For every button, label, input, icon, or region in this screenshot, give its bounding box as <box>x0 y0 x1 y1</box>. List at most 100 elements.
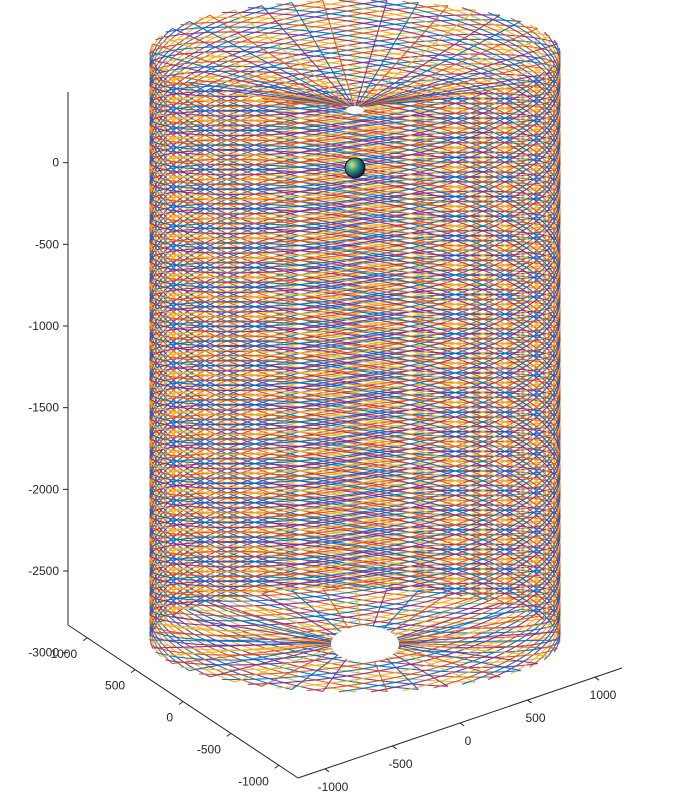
marker-layer <box>344 157 366 179</box>
x-tick-label: -1000 <box>318 780 349 794</box>
top-bundle-line <box>345 51 561 111</box>
y-tick <box>178 701 184 705</box>
top-bundle-line <box>347 20 522 113</box>
helix-strand <box>149 3 561 617</box>
y-tick-label: -500 <box>197 742 221 756</box>
helix-strand <box>149 3 561 593</box>
helix-strand <box>149 9 561 624</box>
top-bundle-line <box>159 35 364 112</box>
helix-strand <box>149 17 561 607</box>
helix-strand <box>149 71 561 661</box>
bottom-bundle-line-hole <box>331 626 399 662</box>
helix-strand <box>149 90 561 681</box>
z-tick-label: 0 <box>52 156 59 170</box>
z-tick-label: -3000 <box>28 646 59 660</box>
top-bundle-line <box>188 20 363 113</box>
top-bundle-line <box>322 0 357 115</box>
helix-strand <box>149 1 561 615</box>
x-tick-label: 1000 <box>590 688 617 702</box>
helix-strand <box>149 39 561 629</box>
helix-strand <box>149 47 561 637</box>
helix-strand <box>149 31 561 646</box>
top-bundle-line <box>152 59 365 110</box>
y-tick-label: -1000 <box>238 774 269 788</box>
axes: 0 -500 -1000 -1500 -2000 -2500 -3000 -1000 -500 0… <box>28 92 623 794</box>
helix-strand <box>149 60 561 676</box>
top-bundle-line <box>152 43 365 112</box>
helix-strand <box>149 24 561 639</box>
helix-strand <box>149 99 561 689</box>
helix-strand <box>149 9 561 599</box>
helix-strand <box>149 55 561 645</box>
y-tick <box>130 669 136 674</box>
x-tick <box>392 745 397 750</box>
z-tick-label: -1000 <box>28 319 59 333</box>
x-tick <box>324 768 330 773</box>
helix-strand <box>149 53 561 668</box>
helix-strand <box>149 68 561 683</box>
top-bundle-line <box>172 27 364 113</box>
helix-strand <box>149 75 561 689</box>
helix-strands <box>149 0 561 693</box>
y-tick <box>274 764 280 769</box>
z-tick-label: -2000 <box>28 482 59 496</box>
x-tick-label: -500 <box>388 757 412 771</box>
top-bundle-line <box>351 2 419 115</box>
top-bundle-line <box>346 35 551 112</box>
top-bundle-line <box>209 14 362 114</box>
helix-strand <box>149 31 561 621</box>
helix-strand <box>149 97 561 687</box>
helix-strand <box>149 33 561 649</box>
helix-strand <box>149 0 561 605</box>
top-bundle-line <box>350 5 449 114</box>
helix-strand <box>149 11 561 602</box>
x-tick-label: 500 <box>525 711 545 725</box>
x-tick-label: 0 <box>465 734 472 748</box>
top-bundle-line-hole <box>346 106 364 114</box>
top-bundle-line <box>345 43 558 112</box>
top-bundle-line <box>291 2 359 115</box>
top-bundle-line <box>349 9 476 114</box>
sphere-marker <box>344 157 366 179</box>
helix-strand <box>149 0 561 612</box>
y-tick-label: 1000 <box>50 647 77 661</box>
helix-strand <box>149 0 561 602</box>
helix-strand <box>149 26 561 641</box>
helix-strand <box>149 24 561 614</box>
top-bundle-line <box>346 27 538 113</box>
x-tick <box>459 722 465 727</box>
helix-strand <box>149 70 561 685</box>
z-tick-label: -2500 <box>28 564 59 578</box>
helix-strand <box>149 11 561 627</box>
helix-strand <box>149 0 561 610</box>
helix-strand <box>149 7 561 597</box>
top-bundle-line <box>345 59 558 110</box>
helix-strand <box>149 1 561 595</box>
helix-strand <box>149 21 561 637</box>
helix-strand <box>149 88 561 678</box>
z-tick-label: -500 <box>35 237 59 251</box>
top-bundle-line <box>234 9 361 114</box>
top-bundle-line <box>261 5 360 114</box>
helix-strand <box>149 65 561 681</box>
x-tick <box>527 699 532 704</box>
y-tick-label: 500 <box>105 679 125 693</box>
top-bundle-line <box>159 67 364 110</box>
helix-strand <box>149 14 561 629</box>
helix-strand <box>149 36 561 651</box>
helix-strand <box>149 5 561 619</box>
top-bundle-line <box>348 14 501 114</box>
top-bundle-line <box>149 51 365 111</box>
top-bundle-line <box>353 0 388 115</box>
helix-strand <box>149 93 561 683</box>
helix-strand <box>149 16 561 632</box>
y-tick-label: 0 <box>166 711 173 725</box>
helix-strand <box>149 0 561 597</box>
x-tick <box>594 676 600 681</box>
z-tick-label: -1500 <box>28 401 59 415</box>
y-tick <box>82 637 88 642</box>
helix-strand <box>149 85 561 675</box>
y-tick <box>226 732 232 737</box>
helix-strand <box>149 0 561 607</box>
